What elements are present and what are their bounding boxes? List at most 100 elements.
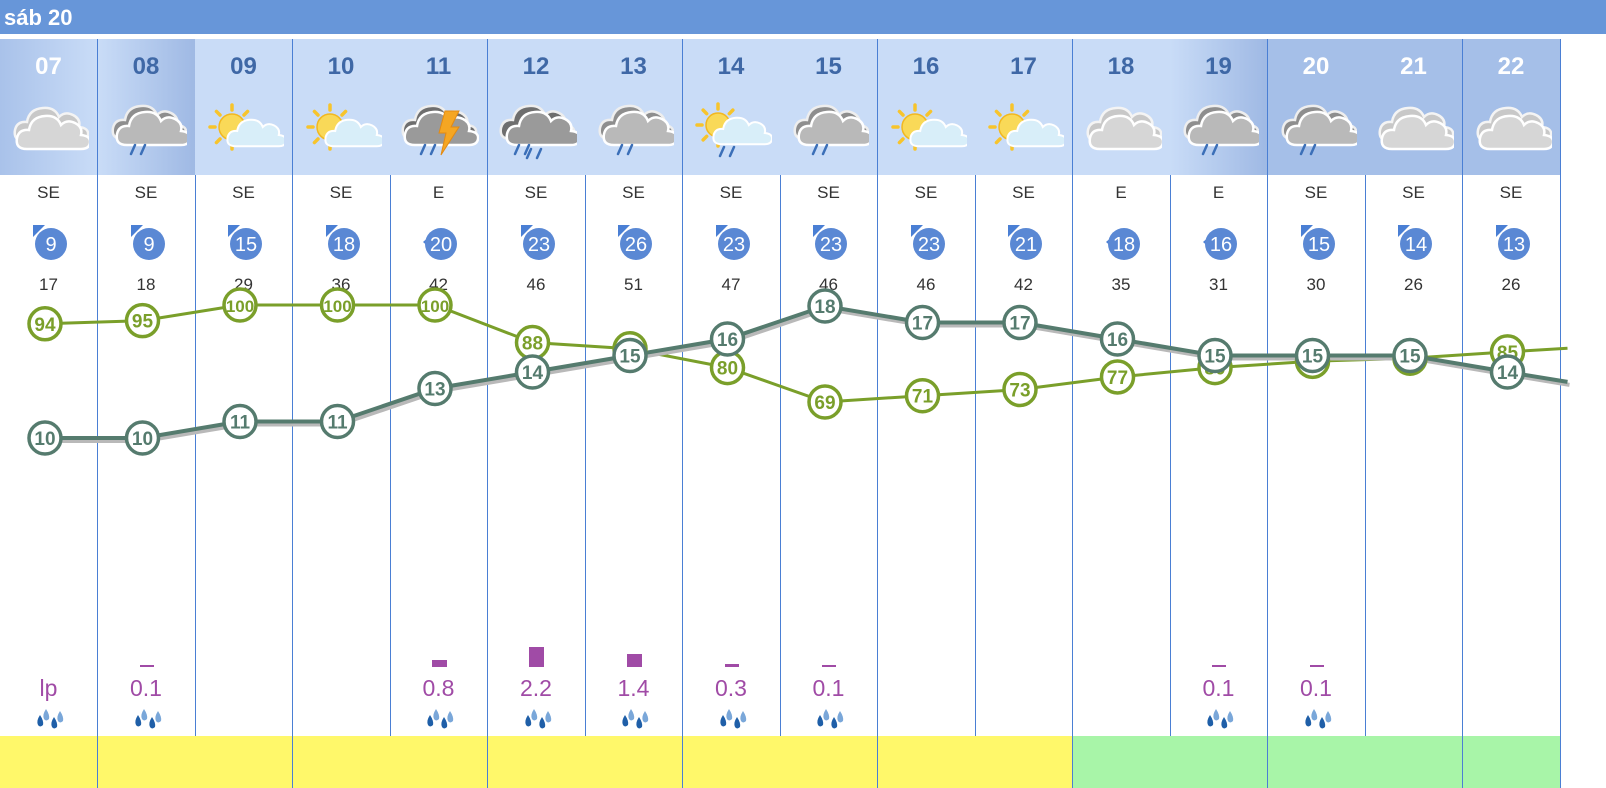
svg-text:13: 13 [1502,234,1524,256]
rain-cloud-icon [1277,97,1361,167]
svg-text:15: 15 [1307,234,1329,256]
raindrops-icon [715,707,751,731]
wind-speed-badge: 23 [517,222,557,262]
wind-direction: SE [1402,183,1425,202]
hour-label: 21 [1400,53,1427,80]
svg-text:23: 23 [917,234,939,256]
hour-label: 08 [132,53,160,80]
wind-gust: 47 [721,275,741,294]
rain-cloud-icon [107,97,191,167]
precipitation-bar [1212,665,1226,667]
hourly-forecast-grid: 07 SE 9 17 lp 08 SE 9 18 0.1 09 SE 15 29 10… [0,39,1606,788]
hour-header: 20 [1267,39,1365,175]
thunderstorm-icon [399,97,480,167]
cloudy-icon [1472,97,1554,167]
day-header-separator [0,34,1606,39]
hour-column-20: 20 SE 15 30 0.1 [1267,39,1366,788]
wind-gust: 35 [1111,275,1131,294]
day-label: sáb 20 [4,5,73,30]
wind-direction: SE [914,183,938,202]
wind-gust: 46 [526,275,546,294]
wind-speed-badge: 9 [29,222,69,262]
precipitation-value: 0.1 [812,675,845,701]
cloudy-icon [1374,97,1457,167]
precipitation-value: 0.1 [1300,675,1332,701]
day-header: sáb 20 [0,0,1606,34]
svg-text:23: 23 [820,234,842,256]
hour-label: 07 [35,53,62,80]
wind-speed-badge: 14 [1394,222,1434,262]
wind-speed-badge: 23 [809,222,849,262]
condition-color-band [877,736,975,788]
precipitation-bar [529,647,544,667]
svg-text:18: 18 [332,234,354,256]
precipitation-bar [724,664,739,667]
svg-text:15: 15 [235,234,257,256]
wind-direction: SE [329,183,353,202]
wind-gust: 30 [1306,275,1326,294]
hour-column-11: 11 E 20 42 0.8 [390,39,488,788]
condition-color-band [1170,736,1267,788]
hour-header: 17 [975,39,1072,175]
hour-header: 08 [97,39,195,175]
raindrops-icon [812,707,848,731]
wind-direction: SE [1304,183,1328,202]
heavy-rain-icon [497,97,581,167]
hour-label: 11 [425,53,452,80]
wind-direction: SE [719,183,743,202]
condition-color-band [0,736,97,788]
raindrops-icon [130,707,166,731]
hour-column-18: 18 E 18 35 [1072,39,1171,788]
hour-column-07: 07 SE 9 17 lp [0,39,98,788]
condition-color-band [390,736,487,788]
wind-direction: E [432,183,445,202]
svg-text:14: 14 [1405,234,1427,256]
wind-direction: E [1115,183,1127,202]
wind-gust: 36 [331,275,351,294]
cloudy-icon [1082,97,1164,167]
wind-gust: 51 [624,275,643,294]
raindrops-icon [617,707,653,731]
precipitation-bar [1309,665,1324,667]
sun-rain-icon [692,97,773,167]
wind-gust: 42 [429,275,448,294]
condition-color-band [292,736,390,788]
precipitation-bar [139,665,154,667]
hour-label: 22 [1497,53,1525,80]
wind-speed-badge: 26 [614,222,654,262]
hour-header: 10 [292,39,390,175]
wind-gust: 26 [1501,275,1521,294]
hour-column-21: 21 SE 14 26 [1365,39,1463,788]
raindrops-icon [1300,707,1336,731]
svg-text:20: 20 [430,234,452,256]
wind-gust: 31 [1209,275,1228,294]
hour-label: 13 [620,53,647,80]
hour-label: 14 [717,53,745,80]
sun-cloud-icon [984,97,1068,167]
svg-text:9: 9 [45,234,56,256]
svg-text:16: 16 [1210,234,1232,256]
wind-direction: SE [1012,183,1035,202]
hour-header: 22 [1462,39,1560,175]
raindrops-icon [1202,707,1238,731]
precipitation-value: 1.4 [617,675,650,701]
hour-header: 18 [1072,39,1170,175]
wind-direction: SE [524,183,548,202]
svg-text:26: 26 [625,234,647,256]
raindrops-icon [520,707,556,731]
condition-color-band [780,736,877,788]
hour-label: 19 [1205,53,1232,80]
precipitation-value: 0.1 [130,675,162,701]
hour-column-08: 08 SE 9 18 0.1 [97,39,196,788]
svg-text:9: 9 [143,234,154,256]
hour-label: 09 [230,53,257,80]
wind-direction: SE [1499,183,1523,202]
precipitation-value: 2.2 [520,675,552,701]
hour-column-13: 13 SE 26 51 1.4 [585,39,683,788]
wind-speed-badge: 20 [419,222,459,262]
hour-column-15: 15 SE 23 46 0.1 [780,39,878,788]
wind-gust: 17 [39,275,58,294]
wind-speed-badge: 9 [127,222,167,262]
rain-cloud-icon [789,97,874,167]
hour-column-17: 17 SE 21 42 [975,39,1073,788]
